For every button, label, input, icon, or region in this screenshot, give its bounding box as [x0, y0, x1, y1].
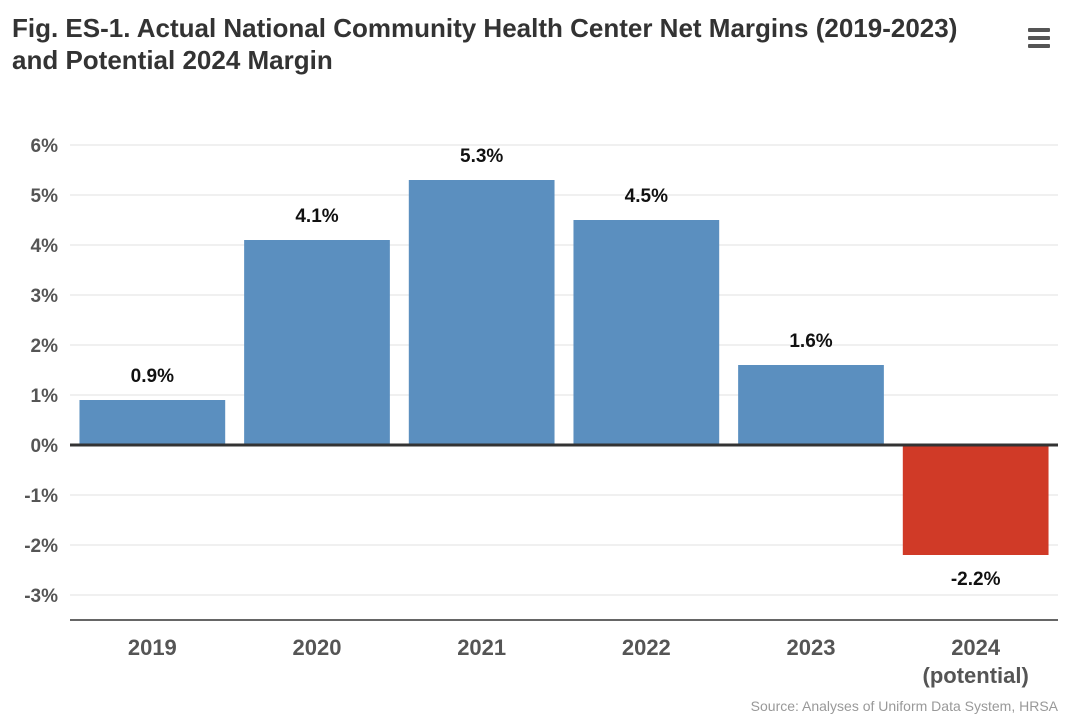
- data-label: 4.5%: [625, 186, 668, 207]
- bar-2022[interactable]: [573, 220, 720, 445]
- y-tick-label: 4%: [31, 236, 59, 257]
- x-tick-label: 2022: [622, 635, 671, 660]
- bar-2024[interactable]: [902, 445, 1049, 555]
- x-tick-label: 2023: [787, 635, 836, 660]
- bar-2019[interactable]: [79, 400, 226, 445]
- data-label: 1.6%: [789, 331, 832, 352]
- y-tick-label: -3%: [24, 586, 58, 607]
- y-tick-label: -2%: [24, 536, 58, 557]
- y-tick-label: 5%: [31, 186, 59, 207]
- data-label: 0.9%: [131, 366, 174, 387]
- y-tick-label: 1%: [31, 386, 59, 407]
- y-tick-label: 3%: [31, 286, 59, 307]
- chart-title: Fig. ES-1. Actual National Community Hea…: [12, 12, 1012, 76]
- gridlines: [70, 144, 1058, 596]
- bars: [79, 180, 1049, 555]
- hamburger-menu-icon[interactable]: [1026, 28, 1052, 50]
- y-tick-label: 6%: [31, 136, 59, 157]
- chart-title-line-1: Fig. ES-1. Actual National Community Hea…: [12, 13, 958, 43]
- x-tick-label: 2021: [457, 635, 506, 660]
- x-tick-label: 2019: [128, 635, 177, 660]
- data-label: -2.2%: [951, 569, 1001, 590]
- source-note: Source: Analyses of Uniform Data System,…: [750, 698, 1058, 714]
- bar-2020[interactable]: [244, 240, 390, 445]
- data-label: 5.3%: [460, 146, 503, 167]
- y-axis-tick-labels: 6% 5% 4% 3% 2% 1% 0% -1% -2% -3%: [24, 136, 58, 607]
- y-tick-label: -1%: [24, 486, 58, 507]
- x-tick-label: 2024 (potential): [923, 635, 1029, 688]
- x-tick-label: 2020: [293, 635, 342, 660]
- bar-2023[interactable]: [738, 365, 884, 445]
- data-label: 4.1%: [295, 206, 338, 227]
- data-labels: 0.9% 4.1% 5.3% 4.5% 1.6% -2.2%: [131, 146, 1001, 590]
- y-tick-label: 0%: [31, 436, 59, 457]
- chart-title-line-2: and Potential 2024 Margin: [12, 45, 333, 75]
- x-axis-tick-labels: 2019 2020 2021 2022 2023 2024 (potential): [128, 635, 1029, 688]
- y-tick-label: 2%: [31, 336, 59, 357]
- bar-2021[interactable]: [408, 180, 555, 445]
